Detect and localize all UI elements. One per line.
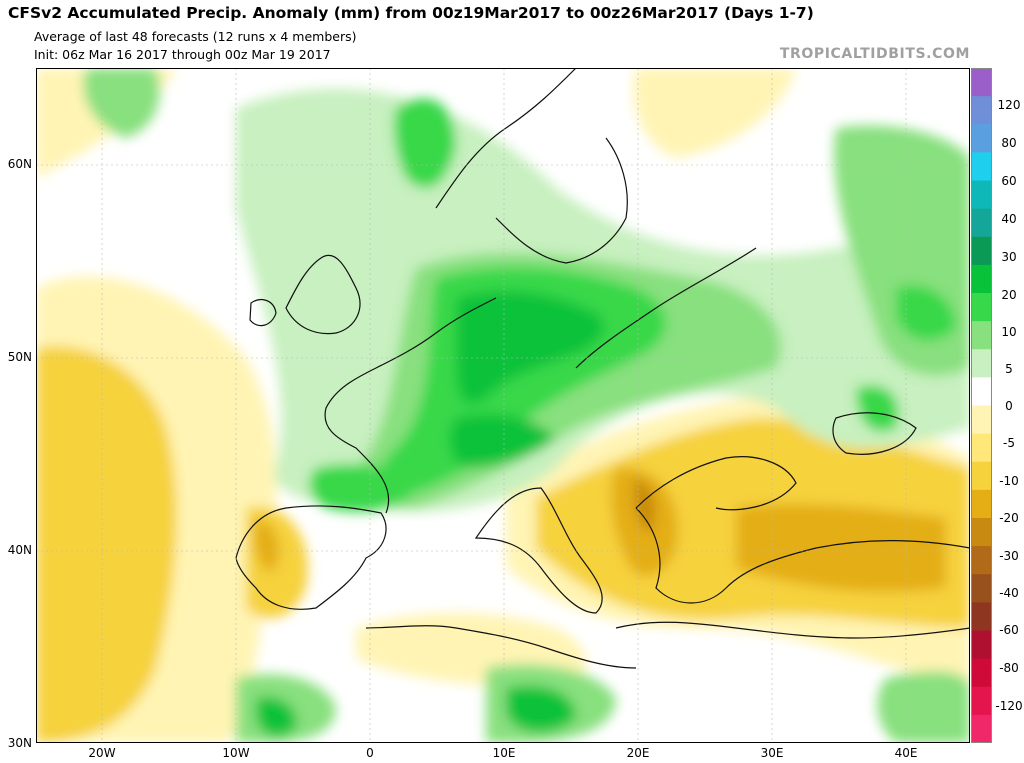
- colorbar-swatch: [971, 124, 992, 153]
- colorbar-label: 60: [1001, 174, 1017, 188]
- colorbar-label: 40: [1001, 212, 1017, 226]
- lon-label-0: 0: [366, 746, 374, 760]
- colorbar-swatch: [971, 152, 992, 182]
- lon-label-10w: 10W: [222, 746, 250, 760]
- dry-atlantic-mid: [36, 346, 177, 743]
- colorbar-label: 5: [1005, 362, 1013, 376]
- forecast-average-note: Average of last 48 forecasts (12 runs x …: [34, 29, 357, 44]
- colorbar-swatch: [971, 686, 992, 716]
- map-frame: [36, 68, 970, 743]
- lat-label-40n: 40N: [7, 543, 32, 557]
- lon-label-30e: 30E: [760, 746, 784, 760]
- anomaly-map: [36, 68, 970, 743]
- lon-label-40e: 40E: [894, 746, 918, 760]
- colorbar-swatch: [971, 293, 992, 322]
- coastlines: [235, 68, 970, 669]
- colorbar-label: 20: [1001, 288, 1017, 302]
- lon-label-20w: 20W: [88, 746, 116, 760]
- colorbar-label: -30: [999, 549, 1019, 563]
- lat-label-60n: 60N: [7, 157, 32, 171]
- colorbar-label: -10: [999, 474, 1019, 488]
- colorbar-label: 30: [1001, 250, 1017, 264]
- lon-label-20e: 20E: [626, 746, 650, 760]
- colorbar-label: -40: [999, 586, 1019, 600]
- colorbar-label: -120: [995, 699, 1023, 713]
- colorbar-label: 0: [1005, 399, 1013, 413]
- colorbar-swatch: [971, 602, 992, 632]
- colorbar-swatch: [971, 208, 992, 238]
- colorbar-swatch: [971, 518, 992, 547]
- lat-label-30n: 30N: [7, 736, 32, 750]
- colorbar-label: 80: [1001, 136, 1017, 150]
- init-time-note: Init: 06z Mar 16 2017 through 00z Mar 19…: [34, 47, 331, 62]
- map-title: CFSv2 Accumulated Precip. Anomaly (mm) f…: [8, 4, 814, 22]
- colorbar-swatch: [971, 264, 992, 294]
- colorbar-label: -5: [1003, 436, 1015, 450]
- colorbar-swatch: [971, 658, 992, 688]
- colorbar-swatch: [971, 96, 992, 125]
- colorbar-label: 10: [1001, 325, 1017, 339]
- colorbar-swatch: [971, 574, 992, 603]
- colorbar-swatch: [971, 461, 992, 491]
- lat-label-50n: 50N: [7, 350, 32, 364]
- colorbar-swatch: [971, 180, 992, 210]
- colorbar-swatch: [971, 321, 992, 350]
- colorbar-swatch: [971, 349, 992, 378]
- colorbar-swatch: [971, 405, 992, 435]
- anomaly-field: [36, 68, 970, 743]
- colorbar-label: -60: [999, 623, 1019, 637]
- colorbar-swatch: [971, 489, 992, 519]
- colorbar: [971, 68, 992, 743]
- colorbar-frame: [971, 68, 992, 743]
- colorbar-label: -80: [999, 661, 1019, 675]
- colorbar-label: -20: [999, 511, 1019, 525]
- graticule: [36, 68, 970, 743]
- colorbar-label: 120: [997, 98, 1021, 112]
- brand-watermark: TROPICALTIDBITS.COM: [779, 46, 970, 62]
- colorbar-swatch: [971, 433, 992, 463]
- colorbar-swatch: [971, 630, 992, 660]
- colorbar-swatch: [971, 377, 992, 407]
- colorbar-swatch: [971, 236, 992, 266]
- lon-label-10e: 10E: [492, 746, 516, 760]
- colorbar-swatch: [971, 68, 992, 97]
- colorbar-swatch: [971, 714, 992, 743]
- colorbar-swatch: [971, 546, 992, 575]
